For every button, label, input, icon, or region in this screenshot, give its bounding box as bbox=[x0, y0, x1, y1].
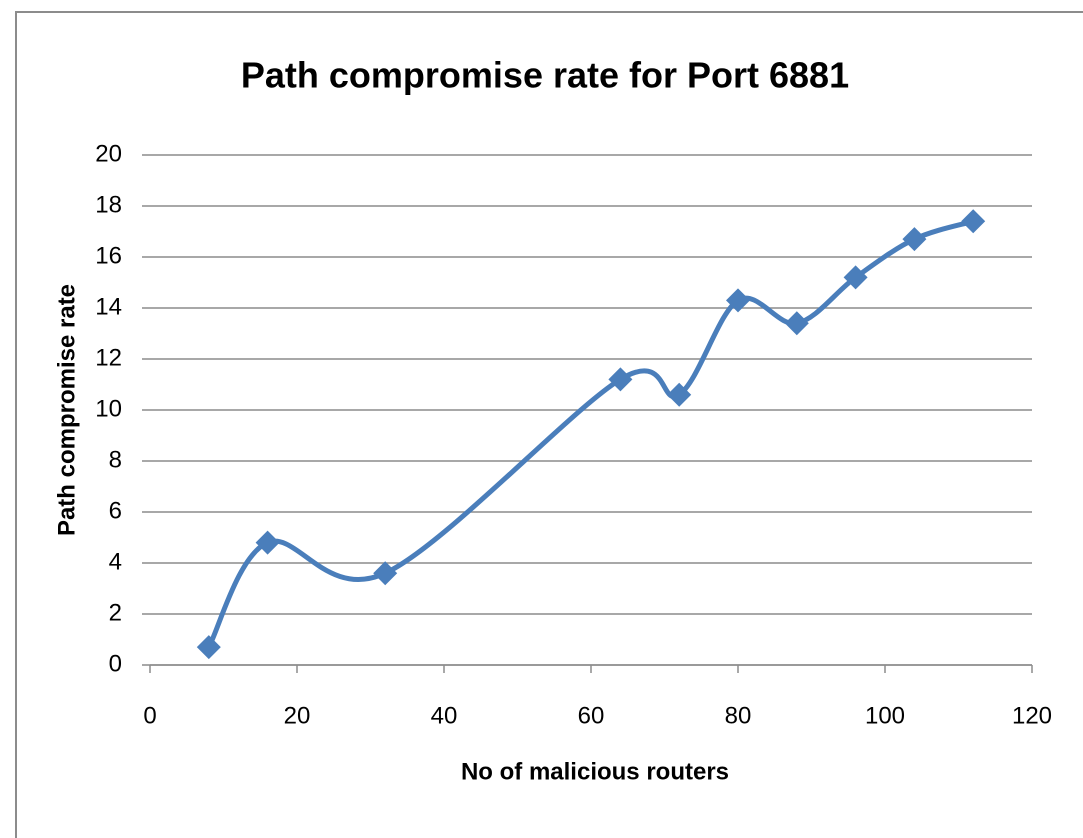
data-point bbox=[902, 227, 927, 252]
x-axis-label: No of malicious routers bbox=[461, 758, 729, 785]
y-tick-label: 16 bbox=[95, 242, 122, 269]
data-point bbox=[726, 288, 750, 313]
y-tick-label: 12 bbox=[95, 344, 122, 371]
x-tick-label: 0 bbox=[143, 702, 156, 729]
data-point bbox=[373, 561, 398, 586]
data-point bbox=[961, 209, 986, 234]
data-point bbox=[196, 635, 221, 660]
data-point bbox=[667, 382, 692, 407]
data-point bbox=[608, 367, 633, 392]
chart-title: Path compromise rate for Port 6881 bbox=[241, 55, 849, 96]
y-axis-label: Path compromise rate bbox=[53, 284, 80, 536]
x-tick-label: 120 bbox=[1012, 702, 1052, 729]
chart-border bbox=[15, 11, 1083, 838]
y-tick-label: 10 bbox=[95, 395, 122, 422]
data-point bbox=[784, 311, 809, 336]
data-point bbox=[843, 265, 868, 290]
x-tick-label: 80 bbox=[725, 702, 752, 729]
data-point bbox=[255, 530, 280, 555]
y-tick-label: 4 bbox=[109, 548, 122, 575]
y-tick-label: 18 bbox=[95, 191, 122, 218]
y-tick-label: 8 bbox=[109, 446, 122, 473]
x-tick-label: 60 bbox=[578, 702, 605, 729]
y-tick-label: 20 bbox=[95, 140, 122, 167]
x-tick-label: 20 bbox=[284, 702, 311, 729]
y-tick-label: 2 bbox=[109, 599, 122, 626]
y-tick-label: 0 bbox=[109, 650, 122, 677]
x-tick-label: 40 bbox=[431, 702, 458, 729]
x-tick-label: 100 bbox=[865, 702, 905, 729]
y-tick-label: 6 bbox=[109, 497, 122, 524]
y-tick-label: 14 bbox=[95, 293, 122, 320]
